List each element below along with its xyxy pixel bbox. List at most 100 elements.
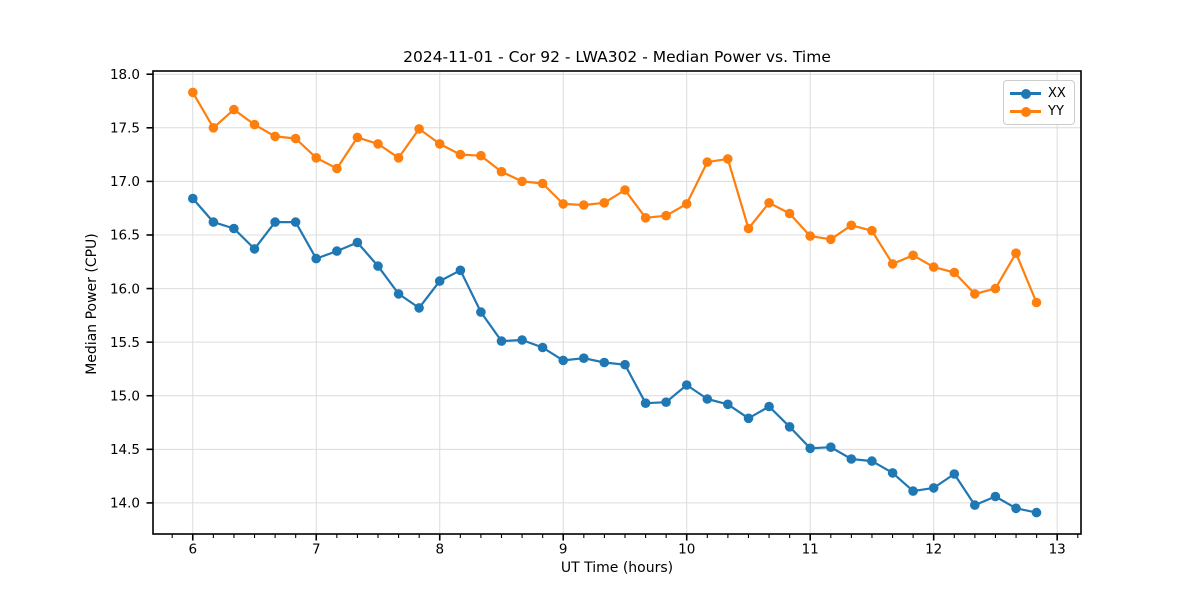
series-yy-marker — [723, 154, 733, 164]
series-yy-marker — [208, 123, 219, 133]
series-xx-marker — [558, 355, 568, 366]
series-yy-marker — [846, 220, 857, 231]
x-tick-label: 10 — [678, 542, 695, 558]
series-xx-marker — [517, 335, 527, 345]
series-xx-marker — [579, 353, 589, 364]
series-yy-marker — [188, 87, 198, 98]
series-yy-marker — [290, 133, 301, 144]
series-xx-marker — [743, 413, 754, 424]
series-xx-marker — [332, 246, 342, 256]
legend-line-marker-yy-icon — [1010, 106, 1041, 117]
legend: XX YY — [1003, 80, 1075, 125]
series-yy-marker — [476, 150, 486, 161]
series-yy-marker — [558, 199, 568, 209]
axes-spines — [152, 70, 1082, 535]
series-yy-marker — [908, 250, 918, 261]
legend-label-xx: XX — [1048, 86, 1066, 101]
legend-item-xx: XX — [1010, 87, 1068, 100]
series-yy-marker — [537, 178, 548, 189]
series-xx-marker — [764, 401, 774, 412]
series-xx-marker — [990, 491, 1001, 502]
series-xx-marker — [414, 303, 424, 313]
series-xx-marker — [249, 244, 260, 254]
series-yy-marker — [1031, 297, 1042, 308]
y-tick-label: 15.5 — [110, 335, 140, 351]
series-xx-marker — [188, 193, 198, 204]
series-xx-marker — [867, 456, 877, 466]
series-yy-marker — [414, 124, 424, 134]
x-tick-label: 12 — [925, 542, 942, 558]
y-tick-label: 14.5 — [110, 442, 140, 458]
x-tick-label: 11 — [802, 542, 819, 558]
series-xx-marker — [826, 442, 836, 453]
series-xx-marker — [476, 307, 486, 317]
series-xx-marker — [1011, 503, 1021, 514]
series-yy-marker — [702, 157, 713, 167]
series-yy-marker — [743, 223, 754, 234]
grid — [153, 71, 1081, 534]
series-xx-marker — [537, 342, 548, 353]
y-tick-label: 17.5 — [110, 121, 140, 137]
x-tick-label: 13 — [1049, 542, 1066, 558]
series-yy-marker — [373, 139, 383, 149]
series-xx-marker — [784, 422, 795, 432]
x-tick-label: 8 — [435, 542, 444, 558]
series-xx-marker — [949, 469, 960, 479]
series-xx-marker — [908, 486, 918, 496]
series-yy-marker — [970, 289, 980, 299]
legend-label-yy: YY — [1048, 104, 1064, 119]
tick-labels: 6 7 8 9 10 11 12 13 14.0 14.5 15.0 15.5 16.0 16.5 17.0… — [110, 67, 1066, 558]
series-yy-marker — [579, 200, 589, 210]
series-xx-marker — [681, 380, 692, 390]
series-xx-marker — [311, 253, 322, 264]
series-xx-marker — [599, 357, 610, 368]
series-xx-marker — [887, 468, 898, 478]
series-xx-marker — [290, 217, 301, 227]
y-tick-label: 16.0 — [110, 281, 140, 297]
series-yy-marker — [393, 153, 404, 163]
series-yy-marker — [332, 163, 342, 174]
series-yy-marker — [640, 213, 651, 223]
series-yy-marker — [249, 119, 260, 130]
x-tick-label: 7 — [312, 542, 321, 558]
series-yy-marker — [949, 267, 960, 278]
x-tick-label: 6 — [188, 542, 197, 558]
series-xx-marker — [373, 261, 383, 271]
series-xx-line — [191, 197, 1038, 514]
ticks — [146, 73, 1079, 541]
series-yy-marker — [784, 208, 795, 219]
y-tick-label: 18.0 — [110, 67, 140, 83]
series-yy — [188, 87, 1042, 308]
y-axis-label: Median Power (CPU) — [84, 233, 100, 375]
y-tick-label: 17.0 — [110, 174, 140, 190]
chart-title: 2024-11-01 - Cor 92 - LWA302 - Median Po… — [403, 48, 831, 66]
series-yy-marker — [229, 104, 239, 115]
series-xx-marker — [846, 454, 857, 464]
series-xx-marker — [640, 398, 651, 409]
series-yy-marker — [311, 153, 322, 163]
series-xx-marker — [270, 217, 280, 227]
series-yy-marker — [990, 283, 1001, 294]
series-yy-marker — [620, 185, 630, 195]
series-xx-marker — [434, 276, 445, 286]
legend-item-yy: YY — [1010, 105, 1068, 118]
series-yy-marker — [887, 259, 898, 269]
series-xx-marker — [702, 394, 713, 404]
series-yy-marker — [764, 198, 774, 208]
series-xx-marker — [352, 237, 363, 248]
series-yy-marker — [434, 139, 445, 149]
series-xx-marker — [723, 399, 733, 410]
series-yy-marker — [599, 198, 610, 208]
series-xx-marker — [496, 336, 507, 346]
series-xx-marker — [661, 397, 671, 408]
x-tick-label: 9 — [559, 542, 568, 558]
y-tick-label: 16.5 — [110, 228, 140, 244]
series-yy-marker — [867, 225, 877, 236]
series-yy-line — [191, 91, 1038, 304]
legend-line-marker-xx-icon — [1010, 88, 1041, 99]
series-yy-marker — [681, 199, 692, 209]
series-xx — [188, 193, 1042, 518]
y-tick-label: 14.0 — [110, 496, 140, 512]
series-xx-marker — [970, 500, 980, 510]
series-xx-marker — [928, 483, 939, 493]
